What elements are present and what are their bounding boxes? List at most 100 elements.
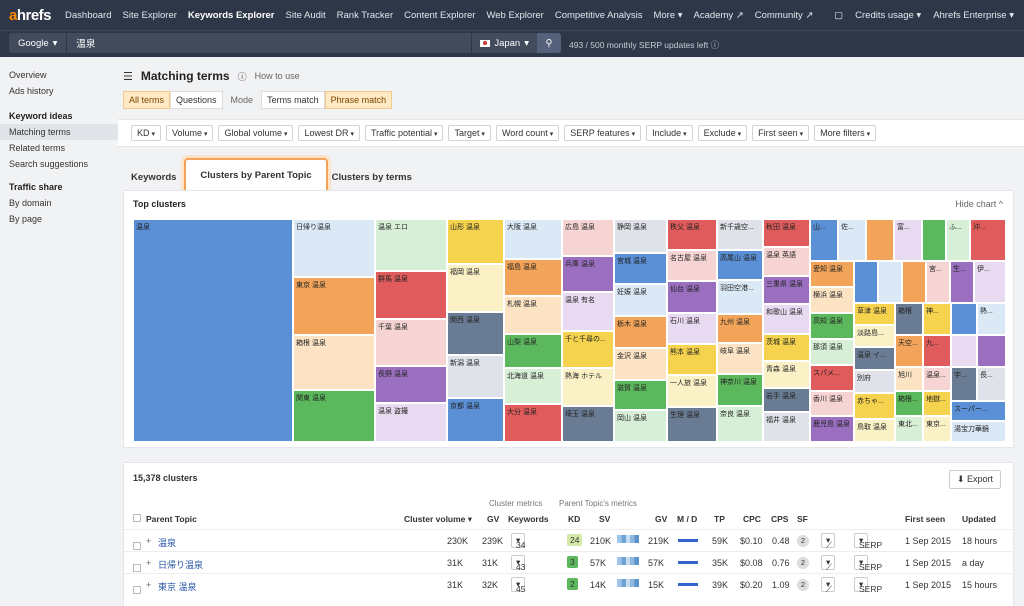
treemap-cell[interactable]: 別府 — [854, 370, 895, 393]
col-tp[interactable]: TP — [714, 514, 725, 524]
filter-button[interactable]: SERP features — [564, 125, 642, 141]
serp-button[interactable]: SERP ▾ — [854, 577, 882, 594]
treemap-cell[interactable] — [866, 219, 894, 261]
sidebar-item-by-page[interactable]: By page — [9, 214, 43, 224]
keywords-count-select[interactable]: 45 ▾ — [511, 577, 525, 594]
treemap-cell[interactable]: スパメ... — [810, 365, 854, 391]
menu-icon[interactable]: ☰ — [123, 70, 133, 83]
treemap-cell[interactable]: 那須 温泉 — [810, 339, 854, 365]
treemap-cell[interactable]: 神奈川 温泉 — [717, 374, 763, 406]
col-md[interactable]: M / D — [677, 514, 698, 524]
treemap-cell[interactable]: 熱海 ホテル — [562, 368, 614, 406]
treemap-cell[interactable]: 高知 温泉 — [810, 313, 854, 339]
keywords-count-select[interactable]: 34 ▾ — [511, 533, 525, 550]
treemap-cell[interactable]: 秩父 温泉 — [667, 219, 717, 250]
serp-button[interactable]: SERP ▾ — [854, 533, 882, 550]
treemap-cell[interactable]: 鳥取 温泉 — [854, 419, 895, 442]
treemap-cell[interactable]: 草津 温泉 — [854, 303, 895, 325]
treemap-cell[interactable]: 生理 温泉 — [667, 407, 717, 442]
nav-link[interactable]: Keywords Explorer — [187, 9, 275, 21]
treemap-cell[interactable]: 東京 温泉 — [293, 277, 375, 335]
treemap-cell[interactable]: 仙台 温泉 — [667, 281, 717, 313]
treemap-cell[interactable] — [902, 261, 926, 303]
treemap-cell[interactable]: 伊... — [974, 261, 1006, 303]
treemap-cell[interactable]: 温泉 エロ — [375, 219, 447, 271]
treemap-cell[interactable] — [854, 261, 878, 303]
col-gv2[interactable]: GV — [655, 514, 668, 524]
search-button[interactable]: ⚲ — [537, 33, 561, 53]
tab-clusters-parent-topic[interactable]: Clusters by Parent Topic — [184, 158, 328, 193]
chip-terms-match[interactable]: Terms match — [261, 91, 325, 109]
treemap-cell[interactable]: 金沢 温泉 — [614, 348, 667, 380]
treemap-cell[interactable]: 箱根... — [895, 391, 923, 416]
treemap-cell[interactable]: 淡路島... — [854, 325, 895, 347]
treemap-cell[interactable] — [922, 219, 946, 261]
treemap-cell[interactable]: 熱... — [977, 303, 1006, 335]
account-menu[interactable]: Ahrefs Enterprise ▾ — [933, 9, 1014, 21]
treemap-cell[interactable] — [878, 261, 902, 303]
treemap-cell[interactable]: 石川 温泉 — [667, 313, 717, 344]
treemap-cell[interactable]: 埼玉 温泉 — [562, 406, 614, 442]
treemap-cell[interactable]: 宮... — [926, 261, 950, 303]
treemap-cell[interactable]: 愛知 温泉 — [810, 261, 854, 287]
treemap-cell[interactable]: 山... — [810, 219, 838, 261]
nav-link[interactable]: Dashboard — [65, 9, 112, 21]
sidebar-item-ads-history[interactable]: Ads history — [9, 86, 54, 96]
filter-button[interactable]: Traffic potential — [364, 125, 444, 141]
chip-questions[interactable]: Questions — [170, 91, 223, 109]
treemap-cell[interactable]: 長... — [977, 367, 1006, 401]
treemap-cell[interactable]: 札幌 温泉 — [504, 296, 562, 334]
treemap-cell[interactable]: 地獄... — [923, 391, 951, 416]
treemap-cell[interactable]: 日帰り温泉 — [293, 219, 375, 277]
treemap-cell[interactable]: 新千歳空... — [717, 219, 763, 250]
treemap-cell[interactable]: 京都 温泉 — [447, 398, 504, 442]
treemap-cell[interactable]: 佐... — [838, 219, 866, 261]
treemap-cell[interactable]: 兵庫 温泉 — [562, 256, 614, 292]
treemap-cell[interactable]: 和歌山 温泉 — [763, 304, 810, 334]
treemap-cell[interactable]: 沖... — [970, 219, 1006, 261]
treemap-cell[interactable]: 富... — [894, 219, 922, 261]
treemap-cell[interactable]: 東京... — [923, 416, 951, 442]
nav-link[interactable]: Rank Tracker — [336, 9, 394, 21]
filter-button[interactable]: Volume — [165, 125, 214, 141]
keyword-input[interactable]: 温泉 — [76, 39, 96, 50]
treemap-cell[interactable]: 神... — [923, 303, 951, 335]
treemap-cell[interactable]: 妊娠 温泉 — [614, 284, 667, 316]
parent-topic-link[interactable]: 東京 温泉 — [158, 582, 197, 592]
sidebar-item-related-terms[interactable]: Related terms — [9, 143, 66, 153]
col-kd[interactable]: KD — [568, 514, 581, 524]
col-first-seen[interactable]: First seen — [905, 514, 946, 524]
select-all-checkbox[interactable] — [133, 514, 141, 524]
col-cluster-volume[interactable]: Cluster volume ▾ — [404, 514, 473, 524]
trend-chart-button[interactable]: ⟋ ▾ — [821, 577, 836, 594]
treemap-cell[interactable]: 山形 温泉 — [447, 219, 504, 264]
treemap-cell[interactable]: 福岡 温泉 — [447, 264, 504, 312]
nav-link[interactable]: Academy ↗ — [693, 9, 744, 21]
treemap-cell[interactable]: 鹿児島 温泉 — [810, 416, 854, 442]
treemap-cell[interactable]: 生... — [950, 261, 974, 303]
hide-chart-button[interactable]: Hide chart ^ — [955, 199, 1003, 209]
treemap-cell[interactable]: 群馬 温泉 — [375, 271, 447, 319]
expand-icon[interactable]: + — [146, 536, 152, 546]
filter-button[interactable]: Global volume — [218, 125, 294, 141]
nav-link[interactable]: More ▾ — [653, 9, 683, 21]
col-sv[interactable]: SV — [599, 514, 611, 524]
keywords-count-select[interactable]: 43 ▾ — [511, 555, 525, 572]
treemap-cell[interactable]: 温泉 — [133, 219, 293, 442]
sidebar-item-search-suggestions[interactable]: Search suggestions — [9, 159, 89, 169]
tab-clusters-by-terms[interactable]: Clusters by terms — [331, 172, 412, 183]
treemap-cell[interactable]: ふ... — [946, 219, 970, 261]
col-parent-topic[interactable]: Parent Topic — [146, 514, 197, 524]
treemap-cell[interactable]: 宮城 温泉 — [614, 253, 667, 284]
ahrefs-logo[interactable]: ahrefs — [9, 6, 52, 24]
treemap-cell[interactable]: 赤ちゃ... — [854, 393, 895, 419]
treemap-cell[interactable]: 大分 温泉 — [504, 404, 562, 442]
sidebar-item-matching-terms[interactable]: Matching terms — [0, 124, 118, 140]
parent-topic-link[interactable]: 温泉 — [158, 538, 177, 548]
export-button[interactable]: ⬇ Export — [948, 470, 1001, 489]
treemap-cell[interactable]: 関西 温泉 — [447, 312, 504, 355]
treemap-cell[interactable]: 名古屋 温泉 — [667, 250, 717, 281]
treemap-cell[interactable]: 関東 温泉 — [293, 390, 375, 442]
filter-button[interactable]: Include — [646, 125, 693, 141]
sidebar-item-overview[interactable]: Overview — [9, 70, 47, 80]
